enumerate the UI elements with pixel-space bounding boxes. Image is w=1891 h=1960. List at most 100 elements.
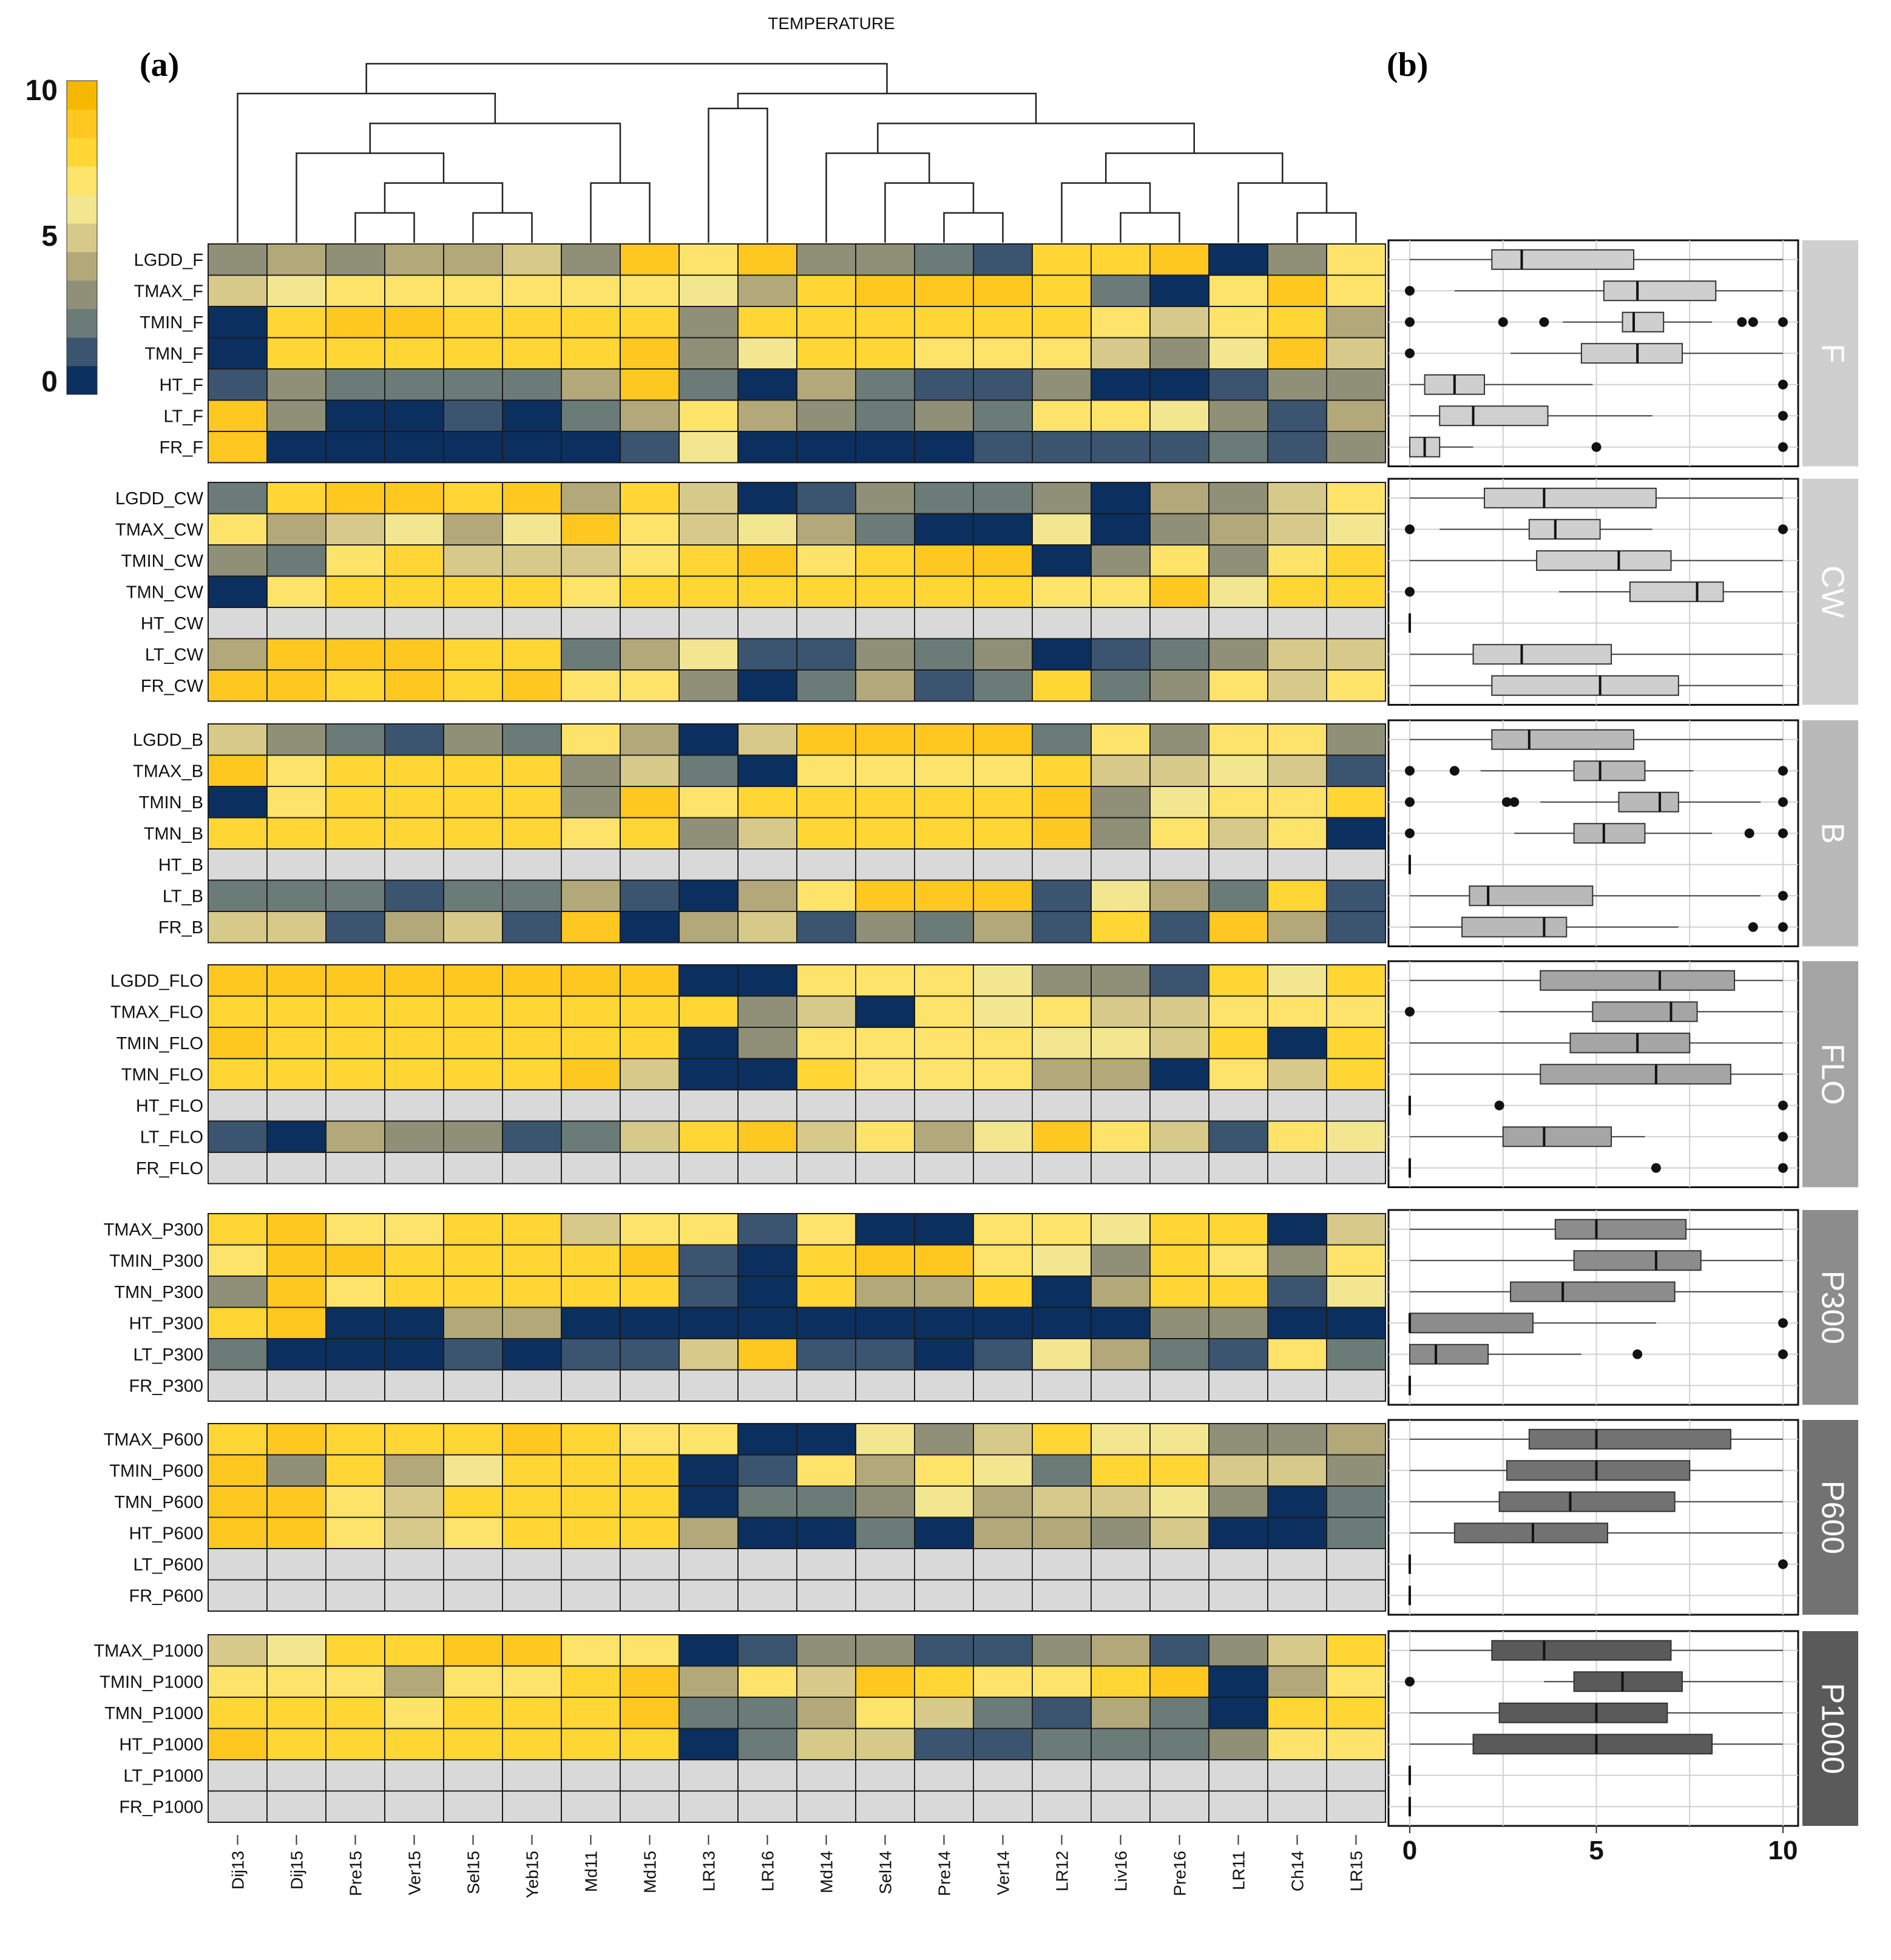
heatmap-cell bbox=[1208, 607, 1268, 640]
heatmap-cell bbox=[973, 1276, 1033, 1308]
heatmap-cell bbox=[1149, 1058, 1209, 1090]
heatmap-cell bbox=[502, 513, 562, 546]
heatmap-cell bbox=[1091, 1728, 1151, 1760]
heatmap-cell bbox=[208, 1306, 268, 1339]
heatmap-cell bbox=[1091, 513, 1151, 546]
heatmap-cell bbox=[1208, 274, 1268, 307]
column-label: Md14 bbox=[817, 1851, 836, 1893]
heatmap-cell bbox=[561, 723, 621, 756]
heatmap-cell bbox=[855, 1244, 915, 1277]
chart-title: TEMPERATURE bbox=[768, 14, 895, 33]
heatmap-cell bbox=[443, 1276, 503, 1308]
heatmap-cell bbox=[620, 1790, 680, 1823]
heatmap-cell bbox=[678, 1634, 739, 1667]
heatmap-cell bbox=[1149, 513, 1209, 546]
heatmap-cell bbox=[325, 431, 385, 464]
row-label: TMAX_P600 bbox=[104, 1430, 203, 1450]
heatmap-cell bbox=[325, 848, 385, 881]
heatmap-cell bbox=[737, 1423, 797, 1456]
heatmap-cell bbox=[325, 1728, 385, 1760]
heatmap-cell bbox=[266, 1697, 326, 1729]
boxplot-box bbox=[1472, 1734, 1713, 1755]
heatmap-cell bbox=[1149, 848, 1209, 881]
dendrogram-branch bbox=[1237, 182, 1328, 243]
heatmap-cell bbox=[502, 1306, 562, 1339]
heatmap-cell bbox=[325, 575, 385, 608]
boxplot-outlier bbox=[1405, 828, 1415, 839]
heatmap-cell bbox=[1326, 1579, 1386, 1612]
heatmap-cell bbox=[855, 1120, 915, 1153]
heatmap-cell bbox=[1267, 723, 1327, 756]
heatmap-cell bbox=[266, 1728, 326, 1760]
heatmap-cell bbox=[737, 1759, 797, 1792]
heatmap-cell bbox=[208, 306, 268, 339]
heatmap-cell bbox=[1032, 1338, 1092, 1371]
heatmap-cell bbox=[1091, 879, 1151, 912]
boxplot-box bbox=[1491, 675, 1679, 696]
heatmap-cell bbox=[561, 306, 621, 339]
facet-strip bbox=[1802, 479, 1858, 705]
heatmap-cell bbox=[796, 786, 856, 819]
heatmap-cell bbox=[1032, 1152, 1092, 1184]
boxplot-outlier bbox=[1778, 411, 1788, 421]
heatmap-cell bbox=[914, 482, 974, 515]
heatmap-cell bbox=[443, 431, 503, 464]
heatmap-cell bbox=[678, 1027, 739, 1059]
column-label: LR13 bbox=[700, 1851, 719, 1891]
heatmap-cell bbox=[973, 1213, 1033, 1246]
heatmap-cell bbox=[678, 723, 739, 756]
heatmap-cell bbox=[1149, 368, 1209, 401]
heatmap-cell bbox=[1091, 1759, 1151, 1792]
heatmap-cell bbox=[737, 638, 797, 671]
heatmap-cell bbox=[737, 513, 797, 546]
heatmap-cell bbox=[1208, 1338, 1268, 1371]
heatmap-cell bbox=[208, 1058, 268, 1090]
heatmap-cell bbox=[855, 1027, 915, 1059]
heatmap-cell bbox=[384, 786, 444, 819]
heatmap-cell bbox=[1032, 817, 1092, 850]
heatmap-cell bbox=[1326, 607, 1386, 640]
heatmap-cell bbox=[502, 575, 562, 608]
heatmap-cell bbox=[737, 1120, 797, 1153]
row-label: FR_B bbox=[158, 918, 203, 938]
heatmap-cell bbox=[678, 337, 739, 370]
row-label: TMAX_CW bbox=[115, 520, 204, 539]
heatmap-cell bbox=[325, 1244, 385, 1277]
boxplot-outlier bbox=[1405, 348, 1415, 359]
heatmap-cell bbox=[384, 513, 444, 546]
heatmap-cell bbox=[914, 1454, 974, 1487]
heatmap-cell bbox=[266, 995, 326, 1028]
boxplot-outlier bbox=[1748, 317, 1758, 327]
heatmap-cell bbox=[561, 669, 621, 702]
heatmap-cell bbox=[914, 1058, 974, 1090]
heatmap-cell bbox=[325, 399, 385, 432]
heatmap-cell bbox=[1091, 544, 1151, 577]
heatmap-cell bbox=[561, 368, 621, 401]
facet-strip bbox=[1802, 720, 1858, 947]
heatmap-cell bbox=[1267, 337, 1327, 370]
heatmap-cell bbox=[1091, 723, 1151, 756]
heatmap-cell bbox=[973, 964, 1033, 997]
heatmap-cell bbox=[620, 1548, 680, 1581]
heatmap-cell bbox=[1267, 243, 1327, 276]
heatmap-cell bbox=[208, 879, 268, 912]
heatmap-cell bbox=[678, 544, 739, 577]
heatmap-cell bbox=[325, 1454, 385, 1487]
heatmap-cell bbox=[1267, 638, 1327, 671]
boxplot-box bbox=[1453, 1522, 1608, 1544]
heatmap-cell bbox=[208, 786, 268, 819]
heatmap-cell bbox=[1091, 368, 1151, 401]
row-label: LT_P300 bbox=[133, 1345, 203, 1365]
heatmap-cell bbox=[973, 1634, 1033, 1667]
heatmap-cell bbox=[384, 482, 444, 515]
heatmap-cell bbox=[855, 1213, 915, 1246]
heatmap-cell bbox=[1032, 1058, 1092, 1090]
heatmap-cell bbox=[1267, 1454, 1327, 1487]
heatmap-cell bbox=[1149, 607, 1209, 640]
heatmap-cell bbox=[502, 1454, 562, 1487]
heatmap-cell bbox=[678, 1665, 739, 1698]
heatmap-cell bbox=[266, 848, 326, 881]
heatmap-cell bbox=[737, 1089, 797, 1122]
heatmap-cell bbox=[1208, 306, 1268, 339]
heatmap-cell bbox=[855, 1665, 915, 1698]
